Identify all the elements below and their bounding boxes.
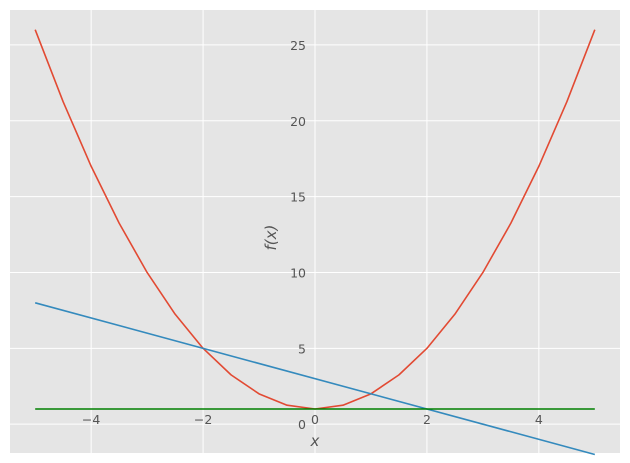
y-tick-label: 25	[290, 38, 306, 53]
y-tick-label: 5	[298, 341, 306, 356]
y-tick-label: 20	[290, 114, 306, 129]
y-tick-label: 0	[298, 417, 306, 432]
x-tick-label: 0	[311, 412, 319, 427]
grid	[10, 10, 620, 453]
series-layer	[34, 29, 596, 456]
x-tick-label: −2	[194, 412, 212, 427]
x-axis-label: x	[310, 432, 320, 450]
x-tick-label: 2	[423, 412, 431, 427]
tick-labels: −4 −2 0 2 4 0 5 10 15 20 25	[82, 38, 543, 432]
y-axis-label: f(x)	[262, 225, 280, 251]
x-tick-label: 4	[535, 412, 543, 427]
y-tick-label: 10	[290, 265, 306, 280]
x-tick-label: −4	[82, 412, 100, 427]
y-tick-label: 15	[290, 190, 306, 205]
series-line-2	[34, 302, 596, 456]
